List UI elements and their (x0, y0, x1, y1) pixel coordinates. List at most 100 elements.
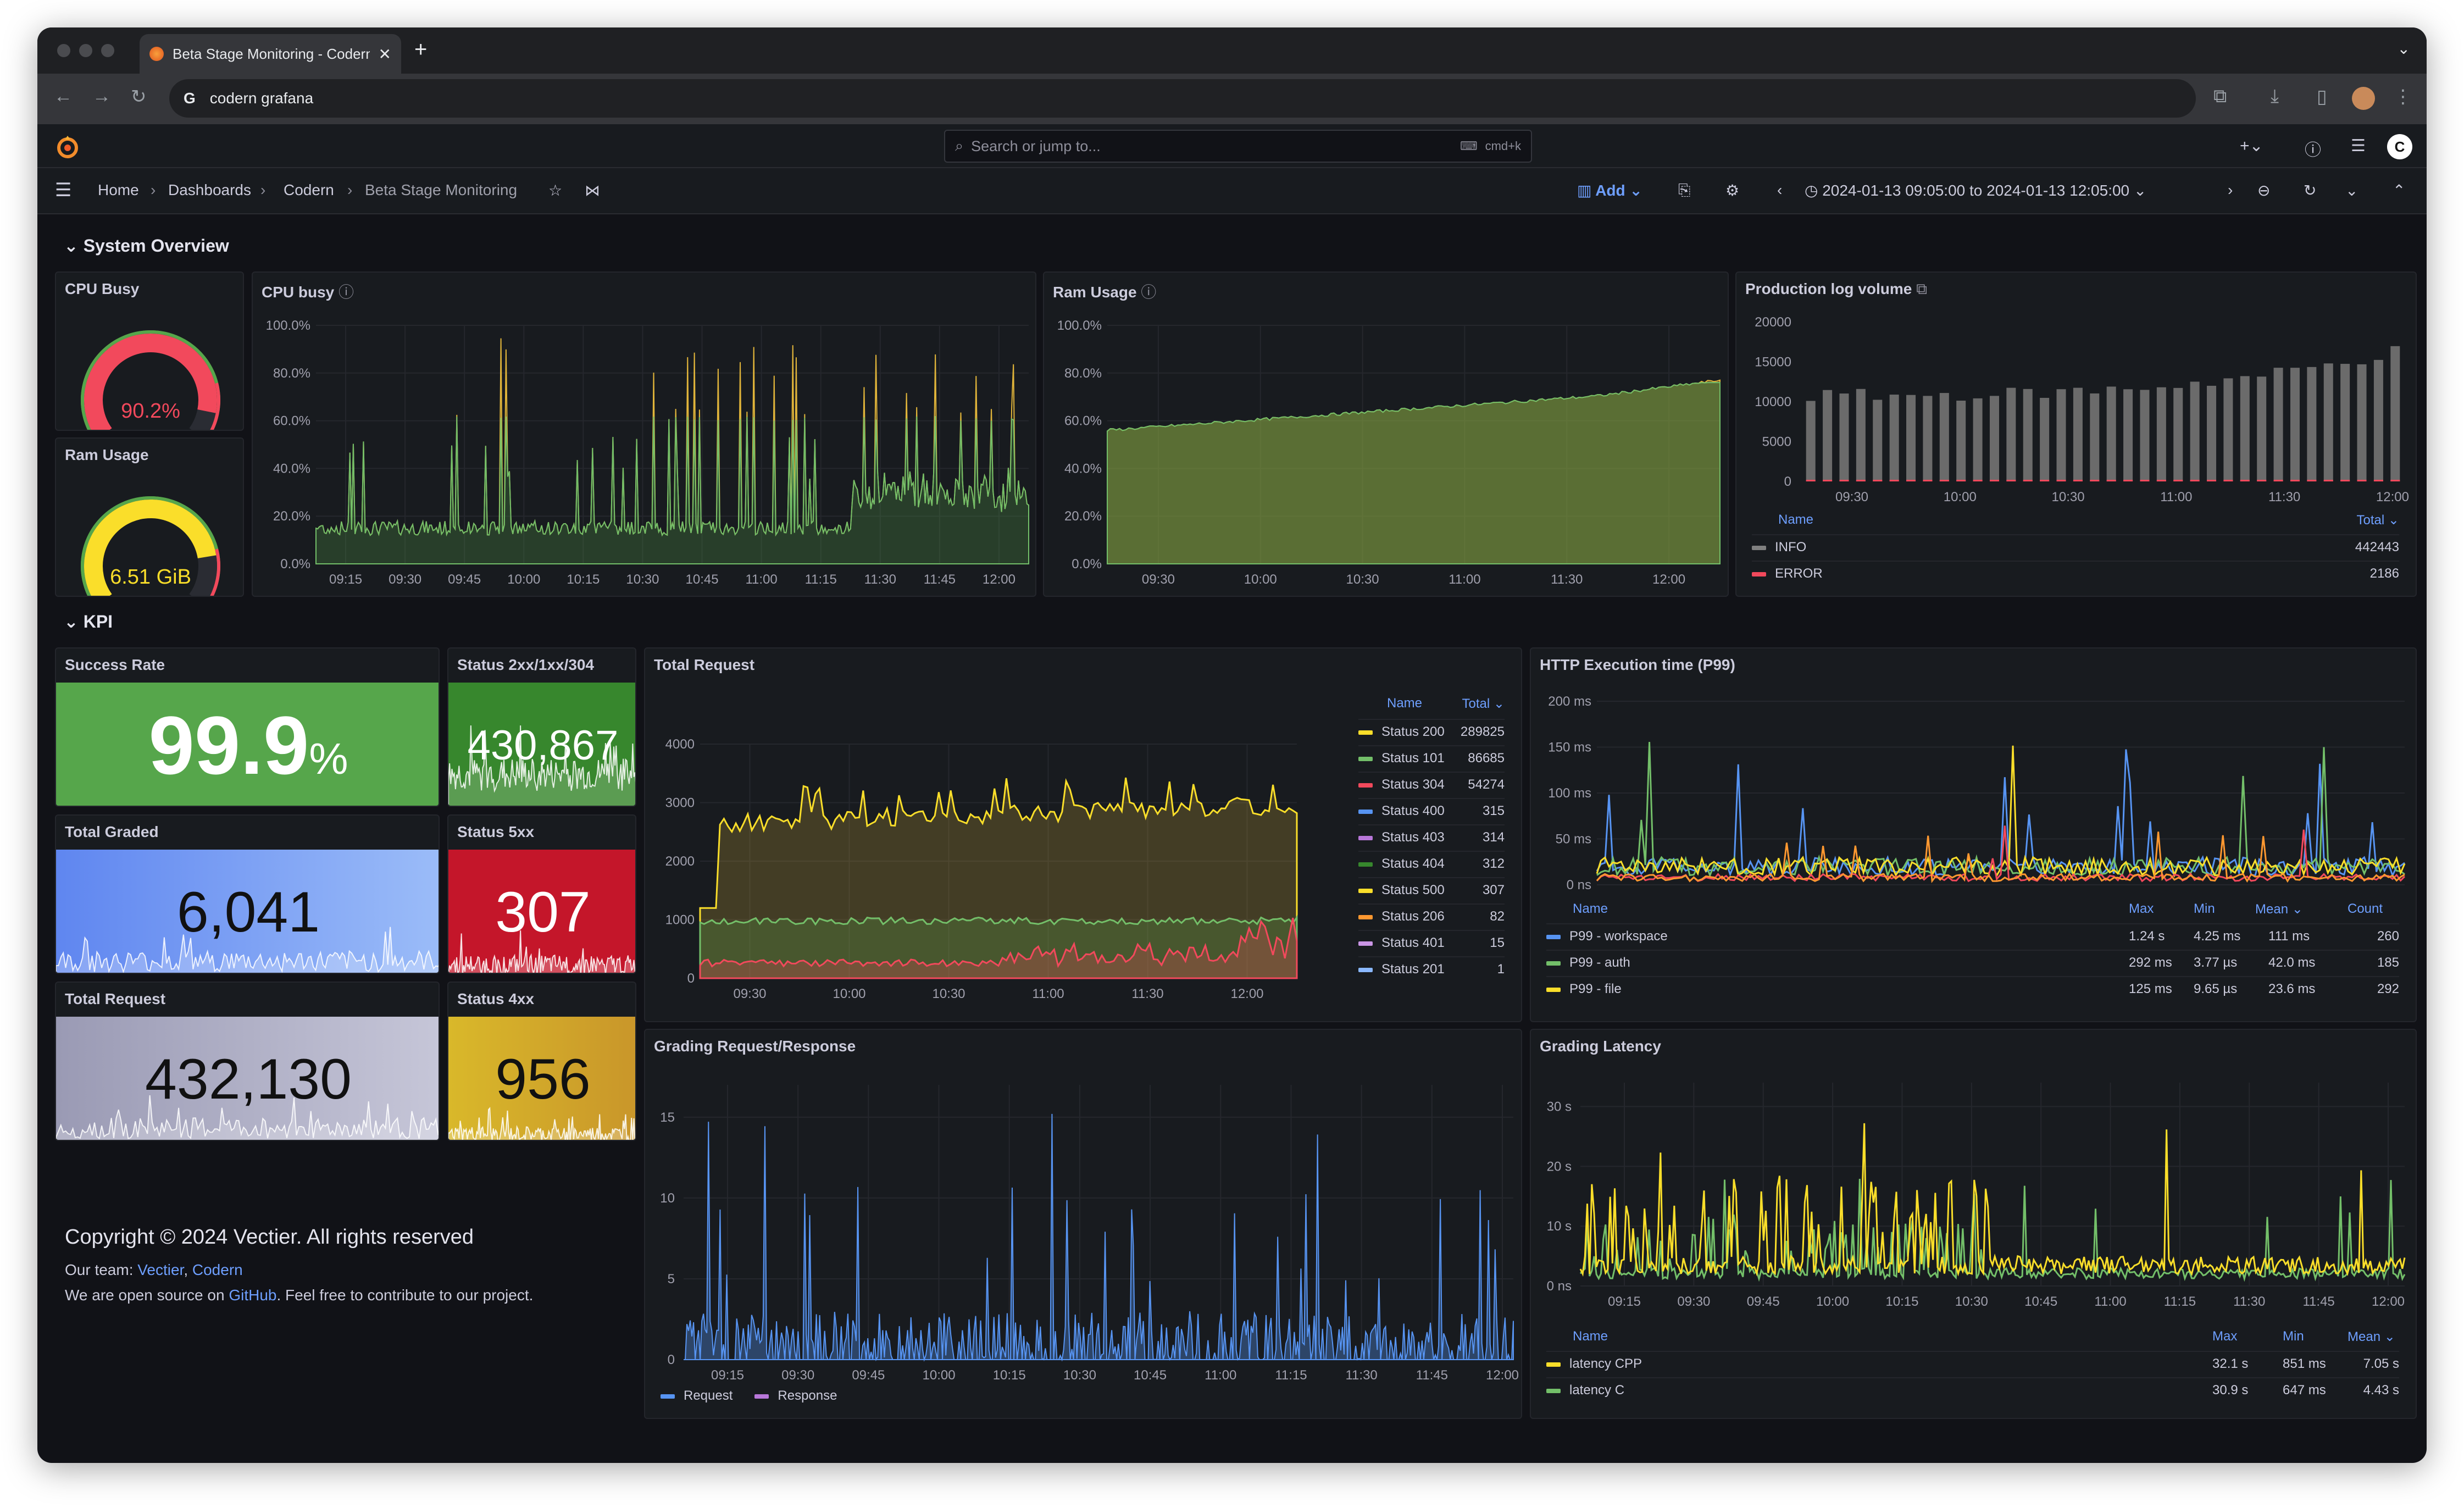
profile-avatar[interactable] (2352, 87, 2375, 110)
total-request-stat-panel[interactable]: Total Request 432,130 (55, 982, 440, 1141)
legend-header-name[interactable]: Name (1387, 696, 1423, 711)
info-icon[interactable]: ⓘ (338, 284, 354, 301)
grafana-logo-icon[interactable] (54, 133, 81, 160)
legend-header-total[interactable]: Total ⌄ (1462, 696, 1505, 711)
zoom-out-icon[interactable]: ⊖ (2257, 182, 2271, 199)
x-tick-label: 10:00 (1944, 490, 1977, 504)
legend-item[interactable]: Response (754, 1388, 837, 1404)
star-icon[interactable]: ☆ (548, 182, 563, 199)
news-rss-icon[interactable]: ☰ (2351, 137, 2366, 155)
breadcrumb-dashboards[interactable]: Dashboards (168, 181, 251, 198)
status-5xx-panel[interactable]: Status 5xx 307 (447, 814, 636, 974)
cpu-busy-gauge-panel[interactable]: CPU Busy 90.2% (55, 271, 244, 431)
legend-row[interactable]: Status 500 307 (1358, 877, 1505, 898)
info-icon[interactable]: ⓘ (1141, 284, 1157, 301)
time-forward-icon[interactable]: › (2228, 181, 2233, 198)
legend-row[interactable]: P99 - workspace 1.24 s 4.25 ms 111 ms 260 (1546, 923, 2399, 944)
menu-icon[interactable]: ☰ (55, 180, 72, 201)
github-link[interactable]: GitHub (229, 1287, 277, 1304)
legend-row[interactable]: INFO 442443 (1752, 534, 2399, 555)
legend-row[interactable]: ERROR 2186 (1752, 561, 2399, 581)
legend-header-mean[interactable]: Mean ⌄ (2348, 1329, 2395, 1344)
legend-row[interactable]: Status 401 15 (1358, 930, 1505, 951)
success-rate-panel[interactable]: Success Rate 99.9% (55, 647, 440, 807)
breadcrumb-home[interactable]: Home (98, 181, 139, 198)
forward-icon[interactable]: → (92, 86, 111, 107)
total-request-chart-panel[interactable]: Total Request 4000 3000 2000 1000 0 09:30 10:0… (644, 647, 1522, 1022)
browser-menu-icon[interactable]: ⋮ (2394, 86, 2412, 107)
legend-row[interactable]: P99 - file 125 ms 9.65 µs 23.6 ms 292 (1546, 976, 2399, 997)
legend-item[interactable]: Request (661, 1388, 732, 1404)
save-icon[interactable]: ⎘ (1678, 181, 1691, 198)
settings-gear-icon[interactable]: ⚙ (1725, 182, 1740, 199)
gauge: 6.51 GiB (81, 496, 220, 596)
vectier-link[interactable]: Vectier (137, 1261, 184, 1278)
legend-header-count[interactable]: Count (2348, 901, 2383, 916)
minimize-window-icon[interactable] (79, 44, 92, 57)
extensions-icon[interactable]: ⧉ (2213, 86, 2227, 107)
side-panel-icon[interactable]: ▯ (2317, 86, 2327, 107)
search-input[interactable]: ⌕ Search or jump to... ⌨ cmd+k (944, 130, 1532, 163)
status-4xx-panel[interactable]: Status 4xx 956 (447, 982, 636, 1141)
grading-latency-panel[interactable]: Grading Latency 30 s 20 s 10 s 0 ns 09:15 09:… (1530, 1029, 2417, 1419)
address-input[interactable]: G codern grafana (169, 79, 2196, 118)
external-link-icon[interactable]: ⧉ (1916, 280, 1928, 297)
legend-row[interactable]: latency C 30.9 s 647 ms 4.43 s (1546, 1377, 2399, 1398)
time-range-picker[interactable]: ◷ 2024-01-13 09:05:00 to 2024-01-13 12:0… (1805, 182, 2147, 199)
legend-header-min[interactable]: Min (2283, 1329, 2304, 1344)
status-2xx-panel[interactable]: Status 2xx/1xx/304 430,867 (447, 647, 636, 807)
http-execution-time-panel[interactable]: HTTP Execution time (P99) 200 ms 150 ms 10… (1530, 647, 2417, 1022)
user-avatar[interactable]: C (2387, 134, 2412, 159)
legend-header-name[interactable]: Name (1778, 512, 1814, 527)
close-window-icon[interactable] (57, 44, 70, 57)
time-back-icon[interactable]: ‹ (1777, 181, 1783, 198)
grading-request-response-panel[interactable]: Grading Request/Response 15 10 5 0 09:15 09:3… (644, 1029, 1522, 1419)
legend-row[interactable]: Status 206 82 (1358, 903, 1505, 924)
total-graded-panel[interactable]: Total Graded 6,041 (55, 814, 440, 974)
cpu-busy-chart-panel[interactable]: CPU busy ⓘ 100.0% 80.0% 60.0% 40.0% 20.0% 0.0… (252, 271, 1036, 597)
legend-header-name[interactable]: Name (1573, 901, 1608, 916)
legend-row[interactable]: Status 403 314 (1358, 824, 1505, 845)
legend-row[interactable]: Status 200 289825 (1358, 719, 1505, 740)
codern-link[interactable]: Codern (192, 1261, 243, 1278)
share-icon[interactable]: ⋈ (585, 182, 600, 199)
legend-swatch (1358, 730, 1373, 735)
tab-search-icon[interactable]: ⌄ (2397, 40, 2410, 57)
help-icon[interactable]: ⓘ (2305, 141, 2321, 159)
browser-tab[interactable]: Beta Stage Monitoring - Codern ✕ (140, 34, 401, 74)
section-system-overview[interactable]: ⌄ System Overview (64, 235, 229, 256)
legend-row[interactable]: Status 400 315 (1358, 798, 1505, 819)
reload-icon[interactable]: ↻ (131, 86, 147, 107)
legend-header-max[interactable]: Max (2129, 901, 2154, 916)
x-tick-label: 11:15 (1275, 1368, 1307, 1382)
maximize-window-icon[interactable] (101, 44, 114, 57)
new-tab-icon[interactable]: + (414, 37, 428, 62)
ram-usage-gauge-panel[interactable]: Ram Usage 6.51 GiB (55, 437, 244, 597)
sparkline-area (56, 1095, 439, 1140)
add-label: Add (1595, 182, 1625, 199)
legend-header-max[interactable]: Max (2212, 1329, 2238, 1344)
collapse-icon[interactable]: ⌃ (2393, 182, 2406, 199)
legend-row[interactable]: P99 - auth 292 ms 3.77 µs 42.0 ms 185 (1546, 950, 2399, 971)
legend-row[interactable]: Status 304 54274 (1358, 772, 1505, 792)
breadcrumb-codern[interactable]: Codern (284, 181, 334, 198)
legend-row[interactable]: latency CPP 32.1 s 851 ms 7.05 s (1546, 1351, 2399, 1372)
refresh-interval-icon[interactable]: ⌄ (2345, 182, 2358, 199)
close-tab-icon[interactable]: ✕ (378, 45, 391, 63)
legend-header-mean[interactable]: Mean ⌄ (2255, 902, 2303, 917)
download-icon[interactable]: ⤓ (2271, 86, 2279, 107)
new-plus-icon[interactable]: +⌄ (2240, 137, 2263, 155)
legend-row[interactable]: Status 101 86685 (1358, 745, 1505, 766)
y-tick-label: 0 (1784, 474, 1791, 489)
legend-row[interactable]: Status 201 1 (1358, 956, 1505, 977)
section-kpi[interactable]: ⌄ KPI (64, 611, 113, 632)
refresh-icon[interactable]: ↻ (2304, 182, 2317, 199)
back-icon[interactable]: ← (54, 86, 73, 107)
legend-header-total[interactable]: Total ⌄ (2356, 513, 2399, 528)
legend-row[interactable]: Status 404 312 (1358, 851, 1505, 872)
ram-usage-chart-panel[interactable]: Ram Usage ⓘ 100.0% 80.0% 60.0% 40.0% 20.0% 0.… (1043, 271, 1729, 597)
legend-header-name[interactable]: Name (1573, 1329, 1608, 1344)
legend-header-min[interactable]: Min (2194, 901, 2215, 916)
add-button[interactable]: ▥ Add ⌄ (1577, 182, 1642, 199)
production-log-volume-panel[interactable]: Production log volume ⧉ 20000 15000 10000 5… (1735, 271, 2417, 597)
